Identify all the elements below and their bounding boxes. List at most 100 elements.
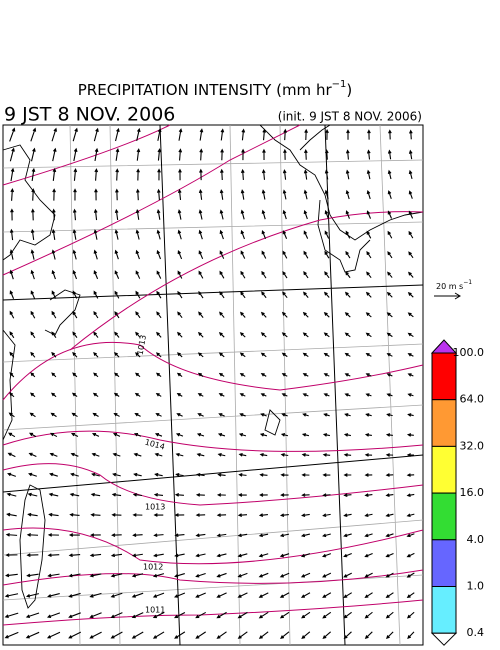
wind-arrow	[322, 513, 331, 518]
wind-arrow	[29, 432, 37, 438]
wind-arrow	[9, 290, 15, 299]
wind-arrow	[219, 229, 224, 240]
wind-arrow	[365, 312, 372, 318]
wind-arrow	[93, 331, 99, 338]
wind-arrow	[196, 433, 205, 437]
wind-arrow	[258, 611, 269, 619]
wind-arrow	[72, 310, 78, 319]
wind-arrow	[280, 433, 289, 437]
wind-arrow	[72, 249, 77, 260]
wind-arrow	[220, 128, 225, 141]
wind-arrow	[50, 392, 57, 398]
wind-arrow	[325, 128, 329, 140]
wind-arrow	[322, 553, 332, 558]
wind-arrow	[279, 592, 290, 598]
wind-arrow	[195, 631, 206, 639]
wind-arrow	[131, 631, 144, 639]
wind-arrow	[156, 270, 162, 279]
wind-arrow	[112, 472, 121, 477]
wind-arrow	[282, 270, 288, 279]
wind-arrow	[385, 453, 394, 457]
wind-arrow	[91, 472, 100, 477]
wind-arrow	[10, 167, 15, 182]
wind-arrow	[93, 351, 99, 358]
wind-arrow	[114, 331, 120, 338]
wind-arrow	[301, 631, 311, 639]
wind-arrow	[4, 631, 19, 639]
wind-arrow	[365, 353, 372, 357]
wind-arrow	[239, 352, 246, 358]
wind-arrow	[261, 250, 267, 259]
wind-arrow	[280, 453, 289, 457]
wind-arrow	[302, 311, 309, 318]
wind-arrow	[156, 311, 162, 319]
wind-arrow	[323, 332, 330, 338]
wind-arrow	[219, 311, 225, 318]
wind-arrow	[68, 592, 81, 598]
wind-arrow	[259, 473, 268, 477]
wind-arrow	[219, 189, 224, 200]
wind-arrow	[323, 393, 330, 397]
wind-arrow	[72, 269, 78, 280]
wind-arrow	[302, 373, 309, 377]
wind-arrow	[238, 493, 247, 497]
wind-arrow	[386, 312, 393, 318]
wind-arrow	[9, 228, 14, 241]
wind-arrow	[153, 513, 164, 517]
wind-arrow	[114, 352, 120, 358]
wind-arrow	[47, 573, 60, 578]
wind-arrow	[281, 373, 288, 377]
wind-arrow	[407, 332, 414, 338]
wind-arrow	[260, 393, 267, 397]
wind-arrow	[93, 270, 99, 280]
wind-arrow	[156, 209, 161, 220]
reference-label-sup: −1	[463, 279, 472, 286]
wind-arrow	[343, 631, 352, 640]
wind-arrow	[136, 148, 141, 161]
wind-arrow	[322, 453, 331, 457]
wind-arrow	[31, 188, 36, 201]
wind-arrow	[279, 572, 290, 578]
wind-arrow	[134, 372, 141, 378]
wind-arrow	[133, 472, 142, 477]
wind-arrow	[385, 572, 394, 578]
wind-arrow	[406, 572, 415, 578]
wind-arrow	[261, 270, 267, 279]
wind-arrow	[216, 631, 227, 639]
wind-arrow	[157, 148, 162, 161]
wind-arrow	[70, 452, 79, 457]
wind-arrow	[238, 453, 247, 457]
wind-arrow	[303, 209, 308, 220]
wind-arrow	[218, 331, 225, 338]
wind-arrow	[387, 271, 393, 278]
wind-arrow	[7, 472, 17, 477]
wind-arrow	[407, 631, 415, 640]
wind-arrow	[280, 473, 289, 477]
wind-arrow	[344, 312, 351, 318]
wind-arrow	[261, 209, 266, 220]
wind-arrow	[114, 249, 119, 260]
wind-arrow	[111, 513, 122, 517]
wind-arrow	[30, 310, 36, 319]
wind-arrow	[134, 392, 141, 397]
wind-arrow	[197, 413, 204, 417]
wind-arrow	[94, 147, 99, 162]
wind-arrow	[156, 290, 162, 299]
wind-arrow	[177, 311, 183, 319]
wind-arrow	[9, 310, 15, 319]
wind-arrow	[344, 291, 351, 298]
wind-arrow	[281, 393, 288, 397]
wind-arrow	[364, 631, 373, 640]
wind-arrow	[387, 230, 393, 239]
wind-arrow	[260, 373, 267, 377]
wind-arrow	[27, 492, 38, 497]
wind-arrow	[216, 493, 226, 497]
wind-arrow	[51, 290, 57, 299]
wind-arrow	[30, 228, 35, 241]
wind-arrow	[365, 393, 372, 397]
wind-arrow	[93, 310, 99, 319]
colorbar-segment	[431, 445, 457, 494]
wind-arrow	[174, 631, 186, 639]
wind-arrow	[408, 149, 413, 160]
wind-arrow	[115, 147, 120, 161]
